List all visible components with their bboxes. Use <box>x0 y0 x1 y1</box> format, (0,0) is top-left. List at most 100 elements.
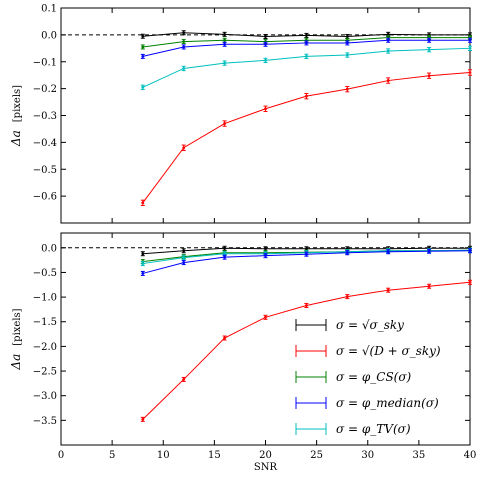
panel-1-series-5-point <box>182 146 186 150</box>
panel-2-ytick-label: −2.0 <box>33 342 57 353</box>
panel-1-ytick-label: 0.0 <box>41 30 57 41</box>
panel-2-series-4-point <box>345 251 349 255</box>
panel-1-series-5-line <box>142 72 471 204</box>
panel-1-series-5-point <box>223 122 227 125</box>
panel-1-series-4-point <box>141 85 145 89</box>
panel-2-series-5-point <box>141 417 145 421</box>
panel-1-series-3-point <box>468 38 472 42</box>
panel-2-ytick-label: −1.5 <box>33 317 57 328</box>
panel-1-series-4-point <box>386 49 390 53</box>
panel-2-ytick-label: −1.0 <box>33 293 57 304</box>
legend-label: σ = √(D + σ_sky) <box>336 344 441 358</box>
panel-2-series-1-point <box>182 249 186 253</box>
panel-1-ytick-label: −0.1 <box>33 57 57 68</box>
panel-2-series-4-point <box>223 255 227 259</box>
panel-2-series-4-point <box>264 254 267 258</box>
panel-2-series-1-point <box>141 252 145 256</box>
xtick-label: 25 <box>310 450 323 461</box>
panel-1-series-3-point <box>264 42 267 46</box>
panel-1-series-4-point <box>182 67 186 70</box>
panel-2-series-4-point <box>182 261 186 264</box>
panel-2-series-3-point <box>182 256 186 260</box>
panel-1-ytick-label: 0.1 <box>41 4 57 15</box>
xtick-label: 35 <box>413 450 426 461</box>
panel-1-series-4-point <box>264 59 267 62</box>
panel-1-series-4-point <box>468 46 472 50</box>
panel-1-series-3-point <box>223 42 227 46</box>
panel-1-series-3-point <box>386 38 390 42</box>
panel-1-series-3-point <box>182 45 186 49</box>
panel-1-ylabel: Δa[pixels] <box>9 85 23 147</box>
panel-1-series-2-point <box>223 38 227 42</box>
panel-2-series-4-point <box>468 249 472 253</box>
panel-2-series-4-point <box>141 272 145 275</box>
panel-2-ytick-label: −2.5 <box>33 367 57 378</box>
panel-1-series-3-point <box>141 54 145 58</box>
panel-1-series-5-point <box>468 71 472 74</box>
panel-2-ytick-label: −0.5 <box>33 268 57 279</box>
panel-1-series-4-point <box>345 53 349 57</box>
xtick-label: 0 <box>58 450 64 461</box>
legend-label: σ = √σ_sky <box>336 318 404 332</box>
panel-1-ytick-label: −0.3 <box>33 111 57 122</box>
panel-2-series-5-point <box>386 288 390 292</box>
panel-1-series-1-point <box>182 31 186 35</box>
panel-1-series-1-point <box>141 34 145 38</box>
xtick-label: 10 <box>157 450 170 461</box>
panel-2-series-5-point <box>264 315 267 319</box>
panel-2-ylabel: Δa[pixels] <box>9 308 23 370</box>
panel-1-ytick-label: −0.5 <box>33 165 57 176</box>
xtick-label: 40 <box>464 450 477 461</box>
panel-1-series-5-point <box>345 87 349 91</box>
panel-1-ytick-label: −0.4 <box>33 138 57 149</box>
legend-label: σ = φ_median(σ) <box>336 396 439 410</box>
panel-2-ytick-label: 0.0 <box>41 243 57 254</box>
x-axis-label: SNR <box>254 462 278 473</box>
panel-1-series-1-point <box>345 35 349 38</box>
xtick-label: 20 <box>259 450 272 461</box>
panel-2-series-5-point <box>345 295 349 298</box>
panel-1-series-5-point <box>141 201 145 205</box>
panel-1-series-4-point <box>305 54 308 58</box>
panel-1-ytick-label: −0.6 <box>33 192 57 203</box>
panel-2-ytick-label: −3.0 <box>33 391 57 402</box>
panel-2-series-1-point <box>264 247 267 251</box>
panel-2-series-5-point <box>223 336 227 340</box>
panel-1-series-4-point <box>223 61 227 65</box>
panel-2-series-1-point <box>223 246 227 250</box>
panel-1-series-5-point <box>264 107 267 111</box>
legend-label: σ = φ_CS(σ) <box>336 370 412 384</box>
xtick-label: 15 <box>208 450 221 461</box>
panel-1-series-5-point <box>427 74 431 78</box>
panel-1-series-3-point <box>427 38 431 42</box>
panel-2-series-5-point <box>427 284 431 288</box>
panel-1-series-2-point <box>141 45 145 49</box>
panel-2-frame <box>60 232 471 446</box>
panel-1-ytick-label: −0.2 <box>33 84 57 95</box>
panel-2-series-4-point <box>427 249 431 253</box>
panel-1-series-5-point <box>386 79 390 82</box>
panel-1-series-3-point <box>305 41 308 45</box>
panel-2-series-1-point <box>305 247 308 251</box>
xtick-label: 30 <box>361 450 374 461</box>
panel-2-series-4-point <box>305 252 308 256</box>
panel-1-series-1-point <box>223 32 227 36</box>
panel-1-series-5-point <box>305 94 308 98</box>
panel-1-series-1-point <box>305 34 308 37</box>
panel-1-series-3-point <box>345 41 349 45</box>
legend-label: σ = φ_TV(σ) <box>336 422 411 436</box>
panel-2-series-4-point <box>386 250 390 254</box>
panel-2-series-3-point <box>223 252 227 256</box>
panel-2-series-3-point <box>141 262 145 265</box>
panel-2-series-5-point <box>182 378 186 381</box>
panel-1-series-4-point <box>427 48 431 52</box>
panel-1-series-1-point <box>386 32 390 36</box>
panel-2-ytick-label: −3.5 <box>33 416 57 427</box>
panel-2-series-5-point <box>305 304 308 307</box>
panel-1-series-1-point <box>264 35 267 38</box>
xtick-label: 5 <box>109 450 115 461</box>
panel-2-series-5-point <box>468 280 472 284</box>
panel-1-series-2-point <box>182 40 186 43</box>
